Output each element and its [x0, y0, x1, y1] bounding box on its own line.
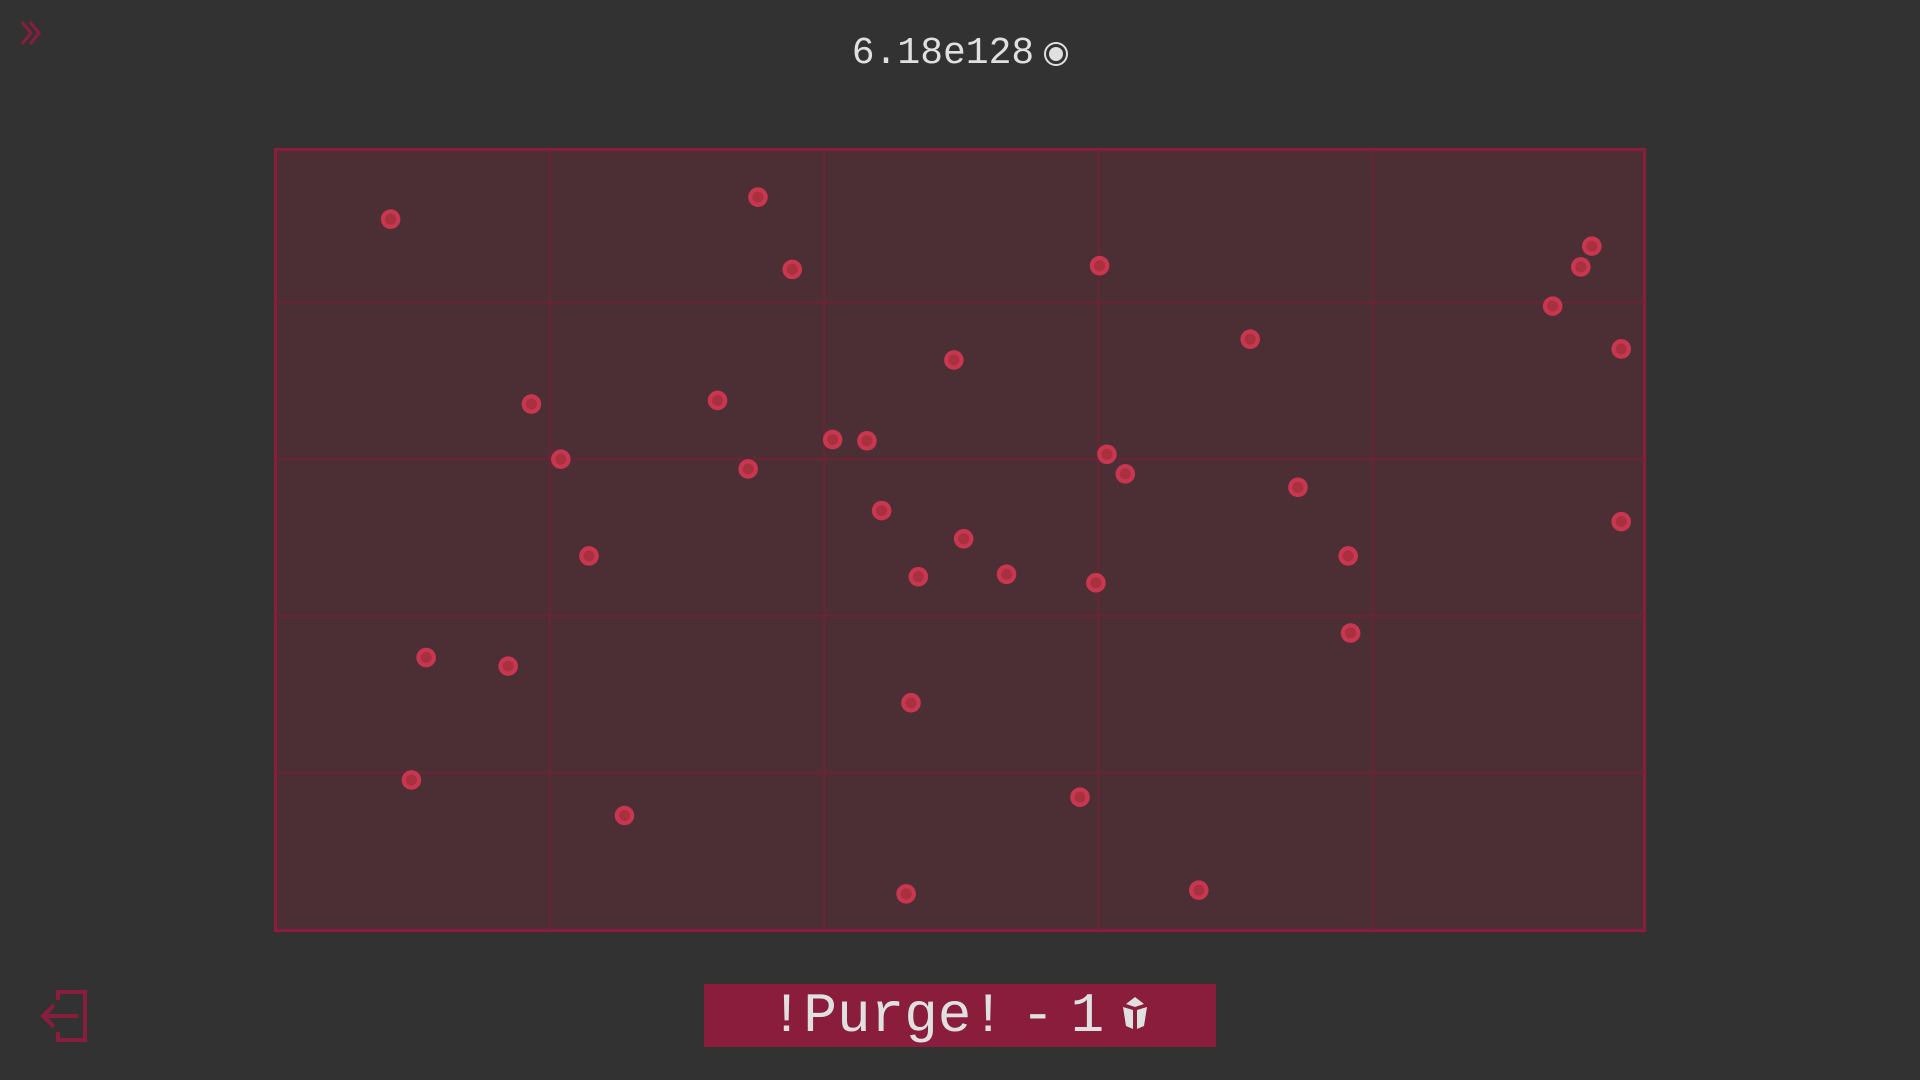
dot-core [905, 697, 917, 709]
dot-core [742, 463, 754, 475]
dot-core [1119, 468, 1131, 480]
dot-core [525, 398, 537, 410]
coin-circle-icon [1044, 41, 1069, 66]
purge-cost: 1 [1070, 983, 1105, 1048]
dot-core [958, 533, 970, 545]
dot-core [1094, 260, 1106, 272]
dot-core [1547, 300, 1559, 312]
dot-core [900, 888, 912, 900]
dot-core [827, 434, 839, 446]
dot-core [1001, 568, 1013, 580]
dot-core [618, 810, 630, 822]
purge-label: !Purge! [769, 983, 1006, 1048]
exit-door-icon[interactable] [38, 988, 90, 1049]
dot-core [786, 263, 798, 275]
dot-core [1244, 333, 1256, 345]
dot-core [385, 213, 397, 225]
dot-core [861, 435, 873, 447]
dots[interactable] [380, 187, 1632, 904]
dot-core [405, 774, 417, 786]
dot-core [1101, 448, 1113, 460]
dot-core [1074, 791, 1086, 803]
dot-core [1193, 884, 1205, 896]
dot-core [420, 652, 432, 664]
currency-value: 6.18e128 [851, 32, 1035, 75]
dot-core [1615, 516, 1627, 528]
dot-core [502, 660, 514, 672]
field-grid [275, 149, 1645, 931]
dot-core [1615, 343, 1627, 355]
dot-core [1342, 550, 1354, 562]
purge-button[interactable]: !Purge! - 1 [704, 983, 1216, 1048]
dot-core [1345, 627, 1357, 639]
dot-core [1292, 481, 1304, 493]
dot-core [712, 394, 724, 406]
dot-core [876, 505, 888, 517]
dot-core [752, 191, 764, 203]
double-chevron-right-icon[interactable] [18, 18, 48, 53]
dot-core [1090, 577, 1102, 589]
dot-core [948, 354, 960, 366]
dot-core [912, 571, 924, 583]
dot-core [583, 550, 595, 562]
dot-core [555, 453, 567, 465]
dot-core [1586, 240, 1598, 252]
currency-counter: 6.18e128 [0, 32, 1920, 75]
dot-core [1575, 261, 1587, 273]
gem-icon [1120, 984, 1150, 1048]
purge-separator: - [1021, 983, 1055, 1048]
